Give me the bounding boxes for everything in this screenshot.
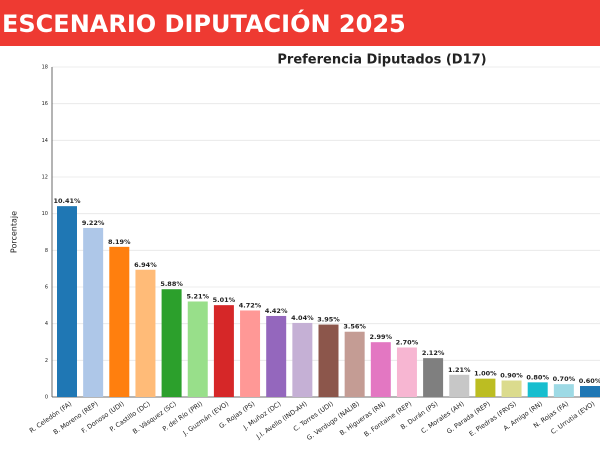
value-label: 2.12%: [422, 349, 445, 357]
bar: [475, 378, 496, 397]
value-label: 10.41%: [53, 197, 81, 205]
y-tick-label: 12: [42, 175, 48, 181]
bar: [292, 322, 313, 397]
y-tick-label: 14: [42, 138, 48, 144]
bar: [83, 227, 104, 397]
y-tick-label: 0: [45, 395, 48, 401]
value-label: 1.21%: [448, 366, 471, 374]
bar: [318, 324, 339, 397]
value-label: 9.22%: [82, 219, 105, 227]
bar: [423, 358, 444, 397]
y-tick-label: 4: [45, 321, 48, 327]
header-title: ESCENARIO DIPUTACIÓN 2025: [2, 8, 406, 38]
bar: [187, 301, 208, 397]
x-tick-label: J. Guzmán (EVO): [181, 400, 230, 438]
value-label: 5.88%: [160, 280, 183, 288]
value-label: 4.04%: [291, 314, 314, 322]
header-band: [0, 0, 600, 46]
value-label: 8.19%: [108, 238, 131, 246]
chart-title: Preferencia Diputados (D17): [277, 53, 486, 68]
value-label: 5.01%: [213, 296, 236, 304]
value-label: 4.42%: [265, 307, 288, 315]
value-label: 3.56%: [343, 323, 366, 331]
bar: [266, 315, 287, 397]
bar: [527, 382, 548, 397]
y-tick-label: 6: [45, 285, 48, 291]
y-tick-label: 18: [42, 65, 48, 71]
bar: [580, 386, 600, 397]
bar: [344, 331, 365, 397]
y-tick-label: 2: [45, 358, 48, 364]
value-label: 0.60%: [579, 377, 600, 385]
value-label: 0.90%: [500, 372, 523, 380]
value-label: 0.80%: [526, 373, 549, 381]
value-label: 1.00%: [474, 370, 497, 378]
value-label: 3.95%: [317, 316, 340, 324]
bar: [240, 310, 261, 397]
value-label: 0.70%: [553, 375, 576, 383]
y-tick-label: 16: [42, 101, 48, 107]
y-tick-label: 8: [45, 248, 48, 254]
value-label: 6.94%: [134, 261, 157, 269]
value-label: 4.72%: [239, 301, 262, 309]
bar: [57, 206, 77, 397]
bar: [161, 289, 182, 397]
y-axis-label: Porcentaje: [10, 211, 19, 253]
y-tick-label: 10: [42, 211, 48, 217]
bar: [109, 246, 130, 397]
bar: [135, 269, 156, 397]
value-label: 2.99%: [370, 333, 393, 341]
value-label: 5.21%: [186, 292, 209, 300]
bar: [396, 347, 417, 397]
bar: [213, 305, 234, 397]
value-label: 2.70%: [396, 339, 419, 347]
bar: [553, 384, 574, 397]
bar: [501, 380, 522, 397]
bar: [449, 374, 470, 397]
bar: [370, 342, 391, 397]
x-tick-label: B. Moreno (REP): [52, 400, 100, 437]
